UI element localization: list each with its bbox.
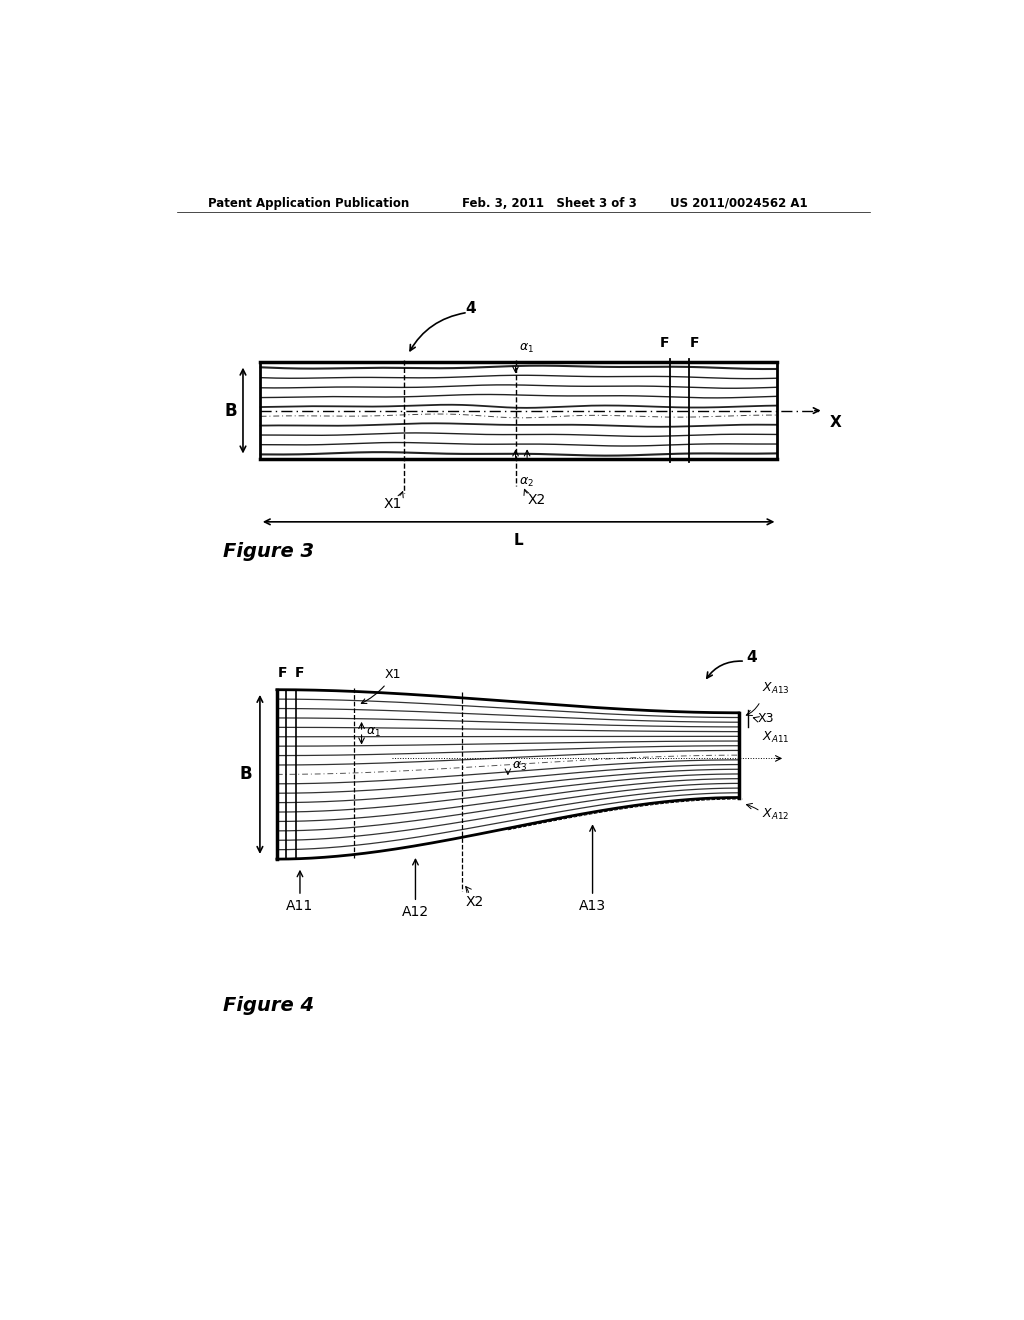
Text: X1: X1 — [361, 668, 401, 704]
Text: L: L — [514, 533, 523, 548]
Text: F: F — [689, 337, 699, 350]
Text: X1: X1 — [383, 498, 401, 511]
Text: US 2011/0024562 A1: US 2011/0024562 A1 — [670, 197, 807, 210]
Text: $\alpha_1$: $\alpha_1$ — [367, 726, 381, 739]
Text: Figure 4: Figure 4 — [223, 995, 314, 1015]
Text: Figure 3: Figure 3 — [223, 541, 314, 561]
Text: $X_{A13}$: $X_{A13}$ — [762, 681, 790, 696]
Text: 4: 4 — [746, 649, 757, 665]
Text: 4: 4 — [466, 301, 476, 315]
Text: B: B — [240, 766, 252, 783]
Text: X2: X2 — [466, 895, 483, 909]
Text: F: F — [660, 337, 670, 350]
Text: F: F — [278, 667, 287, 681]
Text: Patent Application Publication: Patent Application Publication — [208, 197, 409, 210]
Text: B: B — [224, 401, 237, 420]
Text: X: X — [829, 416, 842, 430]
Text: $\alpha_1$: $\alpha_1$ — [518, 342, 534, 355]
Text: A11: A11 — [287, 899, 313, 913]
Text: Feb. 3, 2011   Sheet 3 of 3: Feb. 3, 2011 Sheet 3 of 3 — [462, 197, 636, 210]
Text: $X_{A12}$: $X_{A12}$ — [762, 807, 790, 822]
Text: F: F — [295, 667, 305, 681]
Text: A13: A13 — [579, 899, 606, 913]
Bar — [260, 363, 777, 459]
Text: $X_{A11}$: $X_{A11}$ — [762, 730, 790, 744]
Text: $\alpha_3$: $\alpha_3$ — [512, 760, 526, 774]
Text: X3: X3 — [758, 713, 774, 726]
Text: X2: X2 — [527, 494, 546, 507]
Text: A12: A12 — [401, 906, 429, 919]
Text: $\alpha_2$: $\alpha_2$ — [518, 475, 534, 488]
